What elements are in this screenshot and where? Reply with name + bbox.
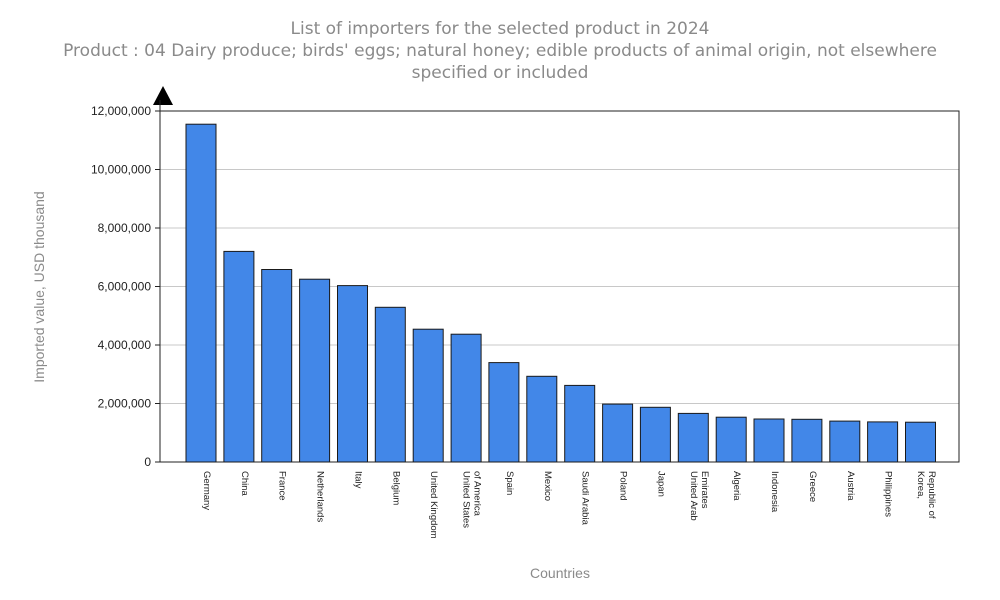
- x-tick-label: Netherlands: [315, 471, 326, 522]
- y-axis-arrow-icon: [153, 86, 173, 105]
- bar-germany: [185, 123, 217, 463]
- chart-title-block: List of importers for the selected produ…: [0, 18, 1000, 84]
- bar-united-kingdom: [412, 328, 444, 463]
- x-tick-label: Algeria: [731, 471, 742, 501]
- x-tick-label: Indonesia: [769, 471, 780, 513]
- x-tick-label: Italy: [352, 471, 363, 489]
- x-tick-label: of America: [472, 471, 483, 517]
- x-tick-label: Austria: [845, 471, 856, 501]
- x-tick-label: Japan: [655, 471, 666, 497]
- x-tick-label: Greece: [807, 471, 818, 502]
- y-tick-label: 4,000,000: [98, 338, 152, 352]
- bar-italy: [337, 285, 368, 463]
- y-axis-ticks: 0 2,000,000 4,000,000 6,000,000 8,000,000 10,…: [91, 104, 160, 469]
- y-tick-label: 12,000,000: [91, 104, 151, 118]
- bar-greece: [791, 418, 823, 463]
- x-tick-label: France: [277, 471, 288, 501]
- bar-japan: [639, 406, 671, 463]
- x-tick-label: Spain: [504, 471, 515, 495]
- x-tick-label: United Kingdom: [428, 471, 439, 539]
- x-tick-label: Philippines: [883, 471, 894, 517]
- x-tick-label: United States: [461, 471, 472, 528]
- gridlines: [160, 169, 959, 404]
- bar-algeria: [715, 416, 747, 463]
- chart-title: List of importers for the selected produ…: [290, 19, 710, 39]
- bar-china: [223, 250, 255, 463]
- bar-belgium: [374, 306, 406, 463]
- x-tick-label: Korea,: [915, 471, 926, 499]
- bar-netherlands: [299, 278, 331, 463]
- bar-indonesia: [753, 418, 785, 463]
- bar-philippines: [867, 421, 899, 463]
- x-tick-label: Republic of: [926, 471, 937, 519]
- x-tick-label: Poland: [618, 471, 629, 501]
- x-tick-label: United Arab: [688, 471, 699, 521]
- chart-subtitle: Product : 04 Dairy produce; birds' eggs;…: [63, 41, 937, 83]
- y-tick-label: 6,000,000: [98, 280, 152, 294]
- x-axis-ticks: Germany China France Netherlands Italy Belgiu…: [201, 471, 937, 539]
- bar-united-arab-emirates: [677, 412, 709, 463]
- x-tick-label: Saudi Arabia: [580, 471, 591, 526]
- bar-poland: [602, 403, 634, 463]
- y-tick-label: 2,000,000: [98, 397, 152, 411]
- y-tick-label: 0: [144, 455, 151, 469]
- x-tick-label: Germany: [201, 471, 212, 510]
- x-tick-label: Belgium: [390, 471, 401, 505]
- bar-mexico: [526, 375, 558, 463]
- x-axis-title: Countries: [530, 565, 590, 581]
- bar-united-states-of-america: [450, 333, 482, 463]
- bar-saudi-arabia: [564, 384, 596, 463]
- bars: [185, 123, 936, 463]
- x-tick-label: Emirates: [699, 471, 710, 509]
- bar-france: [261, 269, 293, 463]
- bar-korea-republic-of: [905, 421, 936, 463]
- y-tick-label: 10,000,000: [91, 163, 151, 177]
- bar-spain: [488, 362, 520, 463]
- x-tick-label: China: [239, 471, 250, 497]
- y-tick-label: 8,000,000: [98, 221, 152, 235]
- y-axis-title: Imported value, USD thousand: [31, 191, 47, 382]
- x-tick-label: Mexico: [542, 471, 553, 501]
- bar-austria: [829, 420, 861, 463]
